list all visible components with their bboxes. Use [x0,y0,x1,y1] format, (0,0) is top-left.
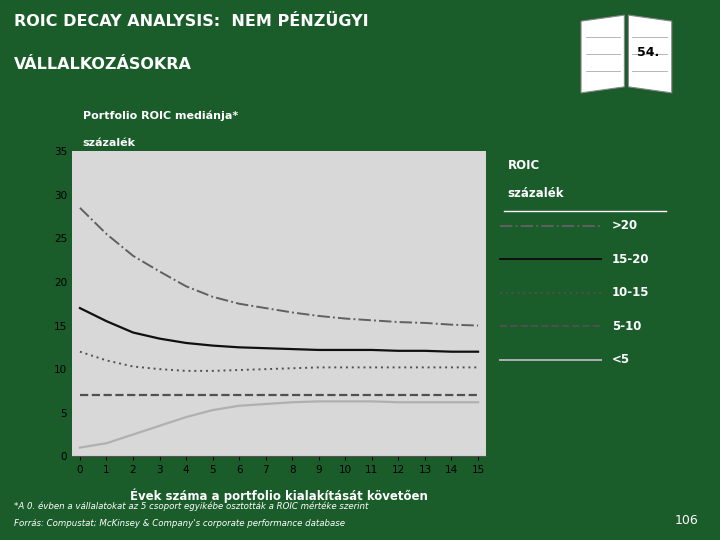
Text: 10-15: 10-15 [612,286,649,299]
Polygon shape [629,15,672,93]
Text: Évek száma a portfolio kialakítását követően: Évek száma a portfolio kialakítását köve… [130,489,428,503]
Text: VÁLLALKOZÁSOKRA: VÁLLALKOZÁSOKRA [14,57,192,72]
Text: ROIC: ROIC [508,159,540,172]
Text: *A 0. évben a vállalatokat az 5 csoport egyikébe osztották a ROIC mértéke szerin: *A 0. évben a vállalatokat az 5 csoport … [14,501,369,511]
Text: ROIC DECAY ANALYSIS:  NEM PÉNZÜGYI: ROIC DECAY ANALYSIS: NEM PÉNZÜGYI [14,14,369,29]
Text: 5-10: 5-10 [612,320,642,333]
Text: százalék: százalék [508,187,564,200]
Text: 15-20: 15-20 [612,253,649,266]
Text: százalék: százalék [83,138,136,148]
Text: <5: <5 [612,353,630,366]
Text: Portfolio ROIC mediánja*: Portfolio ROIC mediánja* [83,111,238,121]
Polygon shape [581,15,624,93]
Text: Forrás: Compustat; McKinsey & Company's corporate performance database: Forrás: Compustat; McKinsey & Company's … [14,519,346,529]
Text: 106: 106 [675,514,698,526]
Text: >20: >20 [612,219,638,232]
Text: 54.: 54. [637,46,660,59]
